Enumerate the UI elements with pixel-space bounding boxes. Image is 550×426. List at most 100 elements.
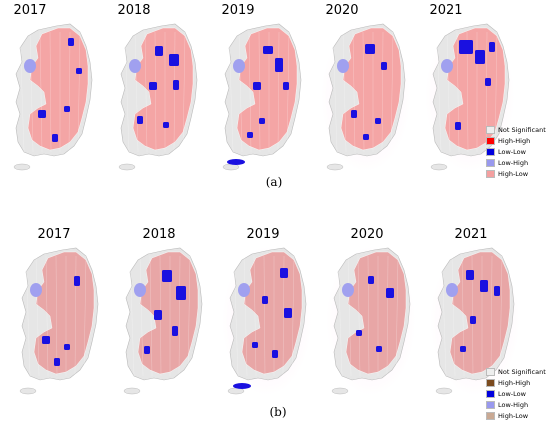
region-low-low xyxy=(363,134,369,140)
choropleth-map xyxy=(222,23,302,171)
region-low-high xyxy=(24,59,36,73)
legend-swatch xyxy=(486,136,495,145)
island-region xyxy=(13,163,31,171)
legend-item: Low-Low xyxy=(486,146,546,157)
region-low-low xyxy=(272,350,278,358)
legend-item: High-Low xyxy=(486,410,546,421)
region-low-high xyxy=(238,283,250,297)
legend-swatch xyxy=(486,125,495,134)
legend-swatch xyxy=(486,389,495,398)
legend-label: High-Low xyxy=(498,169,529,178)
region-low-low xyxy=(466,270,474,280)
legend-swatch xyxy=(486,169,495,178)
region-low-low xyxy=(144,346,150,354)
region-low-low xyxy=(252,342,258,348)
region-low-low xyxy=(459,40,473,54)
year-label: 2019 xyxy=(246,227,280,242)
legend-swatch xyxy=(486,411,495,420)
choropleth-map xyxy=(425,22,515,172)
region-low-low xyxy=(262,296,268,304)
legend-item: High-High xyxy=(486,135,546,146)
legend-item: Not Significant xyxy=(486,124,546,135)
region-low-low xyxy=(280,268,288,278)
year-label: 2020 xyxy=(325,3,359,18)
legend-label: Low-High xyxy=(498,158,529,167)
region-low-low xyxy=(284,308,292,318)
region-low-low xyxy=(275,58,283,72)
year-label: 2018 xyxy=(117,3,151,18)
region-low-low xyxy=(494,286,500,296)
island-region xyxy=(435,387,453,395)
legend-label: Low-Low xyxy=(498,389,526,398)
legend-swatch xyxy=(486,147,495,156)
legend-item: Low-High xyxy=(486,157,546,168)
year-label: 2021 xyxy=(429,3,463,18)
legend-label: Not Significant xyxy=(498,367,546,376)
region-low-low xyxy=(64,106,70,112)
region-low-low xyxy=(54,358,60,366)
region-low-low xyxy=(38,110,46,118)
island-low-low xyxy=(227,159,245,165)
region-low-low xyxy=(470,316,476,324)
region-low-low xyxy=(485,78,491,86)
choropleth-map xyxy=(430,246,520,396)
year-label: 2019 xyxy=(221,3,255,18)
island-region xyxy=(118,163,136,171)
region-low-low xyxy=(169,54,179,66)
legend-label: Low-Low xyxy=(498,147,526,156)
region-low-low xyxy=(381,62,387,70)
region-low-high xyxy=(134,283,146,297)
legend-item: High-High xyxy=(486,377,546,388)
region-low-high xyxy=(233,59,245,73)
choropleth-map xyxy=(326,246,416,396)
region-low-low xyxy=(368,276,374,284)
island-region xyxy=(331,387,349,395)
region-low-low xyxy=(460,346,466,352)
region-low-low xyxy=(154,310,162,320)
choropleth-map xyxy=(19,247,99,395)
region-low-high xyxy=(30,283,42,297)
region-low-low xyxy=(137,116,143,124)
region-low-low xyxy=(42,336,50,344)
panel-caption: (b) xyxy=(269,405,287,419)
panel-caption: (a) xyxy=(265,175,283,189)
region-low-low xyxy=(375,118,381,124)
year-label: 2021 xyxy=(454,227,488,242)
region-low-high xyxy=(129,59,141,73)
legend-item: Low-Low xyxy=(486,388,546,399)
legend-label: Not Significant xyxy=(498,125,546,134)
legend-swatch xyxy=(486,158,495,167)
region-low-low xyxy=(173,80,179,90)
choropleth-map xyxy=(13,23,93,171)
region-low-low xyxy=(386,288,394,298)
legend: Not Significant High-High Low-Low Low-High H… xyxy=(486,366,546,421)
legend-label: High-High xyxy=(498,378,531,387)
region-low-low xyxy=(259,118,265,124)
year-label: 2018 xyxy=(142,227,176,242)
region-low-low xyxy=(480,280,488,292)
region-low-low xyxy=(172,326,178,336)
region-low-low xyxy=(253,82,261,90)
legend-swatch xyxy=(486,378,495,387)
legend-swatch xyxy=(486,367,495,376)
island-region xyxy=(326,163,344,171)
region-low-low xyxy=(356,330,362,336)
island-low-low xyxy=(233,383,251,389)
region-low-high xyxy=(441,59,453,73)
legend-item: Low-High xyxy=(486,399,546,410)
choropleth-map xyxy=(123,247,203,395)
region-low-low xyxy=(162,270,172,282)
region-low-low xyxy=(52,134,58,142)
region-low-low xyxy=(149,82,157,90)
region-low-low xyxy=(163,122,169,128)
island-region xyxy=(123,387,141,395)
legend-label: High-Low xyxy=(498,411,529,420)
legend-swatch xyxy=(486,400,495,409)
region-low-low xyxy=(365,44,375,54)
choropleth-map xyxy=(222,246,312,396)
region-low-low xyxy=(351,110,357,118)
region-low-low xyxy=(263,46,273,54)
region-low-low xyxy=(74,276,80,286)
island-region xyxy=(19,387,37,395)
region-low-low xyxy=(68,38,74,46)
